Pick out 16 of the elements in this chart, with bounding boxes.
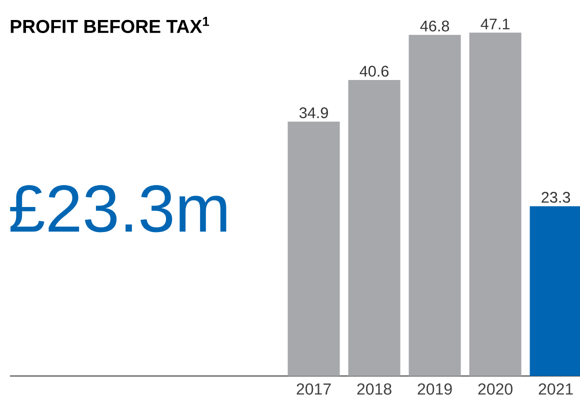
data-label: 47.1 xyxy=(480,18,510,30)
x-tick-label: 2021 xyxy=(538,383,573,395)
data-label: 46.8 xyxy=(420,20,450,32)
bar xyxy=(348,80,400,376)
bar xyxy=(288,122,340,376)
x-tick-label: 2020 xyxy=(478,383,512,395)
data-label: 34.9 xyxy=(299,107,328,118)
bar xyxy=(469,32,522,376)
text: PROFIT BEFORE TAX$^{1}$ xyxy=(10,16,210,34)
bar xyxy=(408,34,461,376)
x-tick-label: 2017 xyxy=(296,383,331,395)
x-tick-label: 2018 xyxy=(357,383,392,395)
data-label: 23.3 xyxy=(542,192,570,203)
data-label: 40.6 xyxy=(360,66,389,77)
text: £23.3m xyxy=(10,185,226,232)
x-tick-label: 2019 xyxy=(418,383,452,395)
